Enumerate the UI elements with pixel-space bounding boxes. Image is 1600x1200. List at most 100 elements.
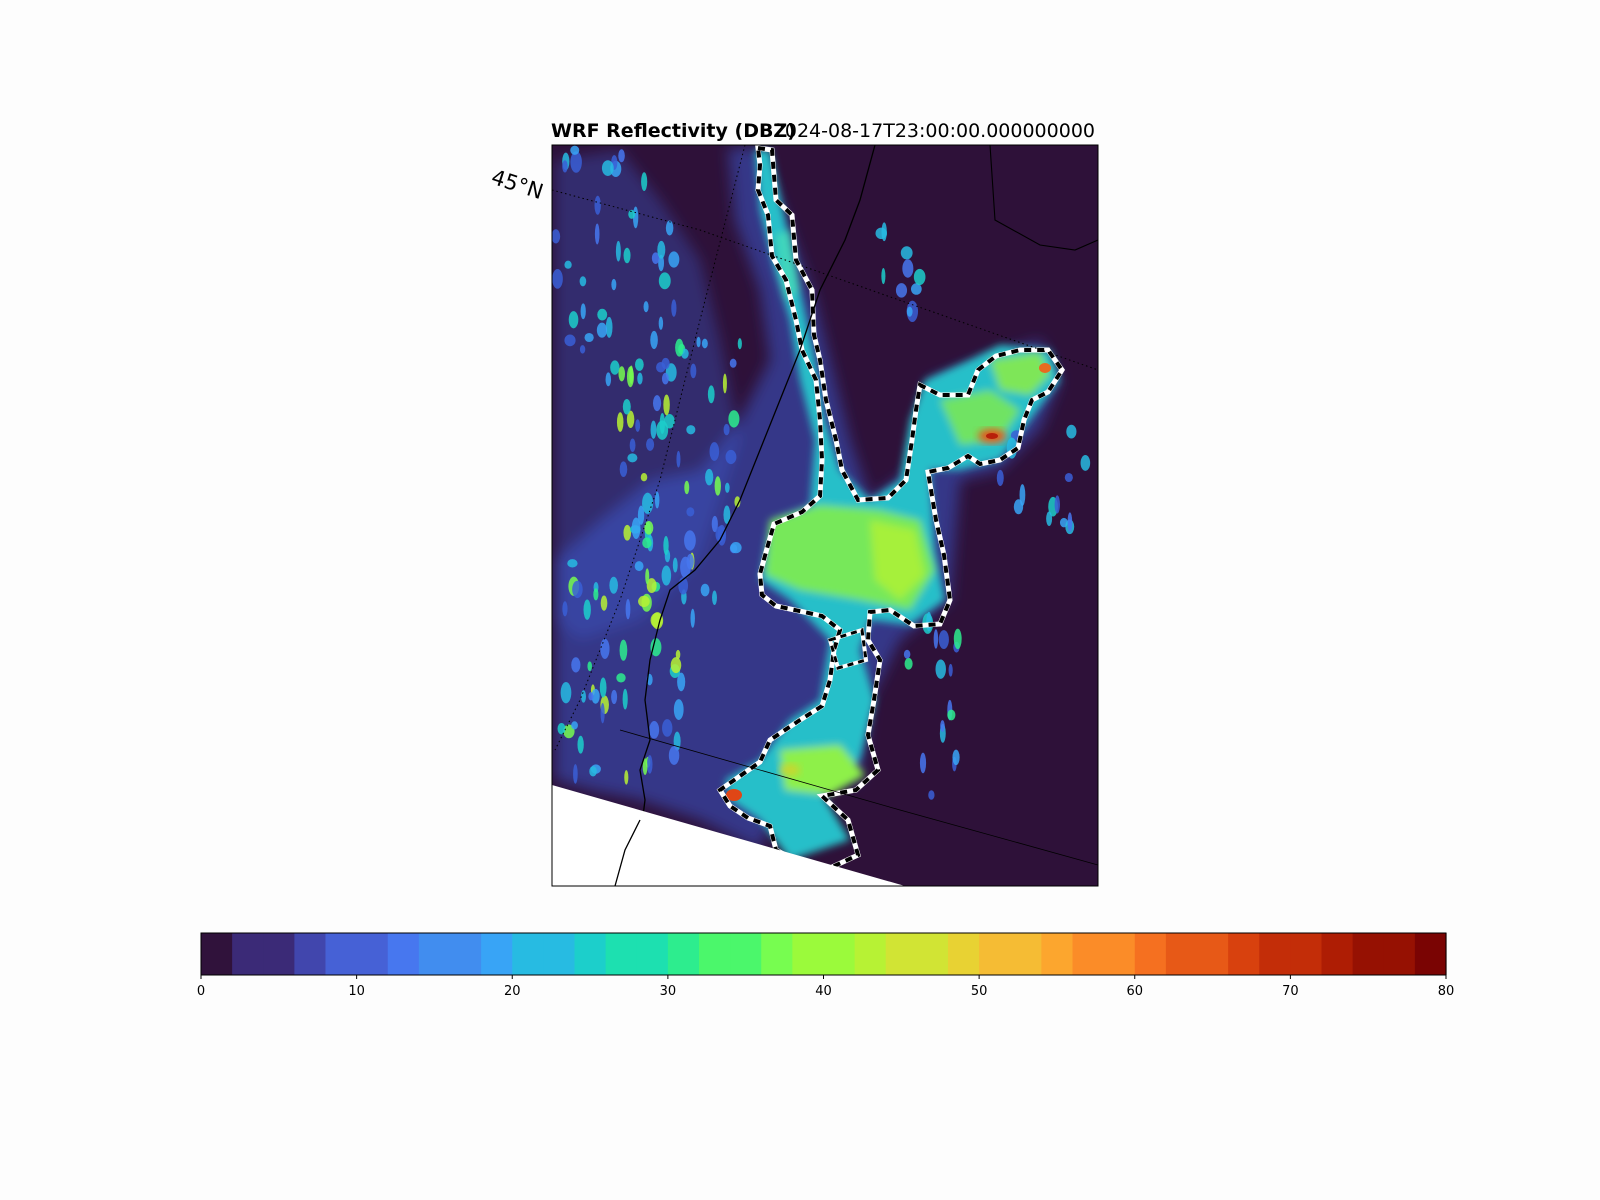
colorbar-swatch bbox=[1072, 933, 1105, 975]
reflectivity-cell bbox=[723, 505, 731, 524]
reflectivity-cell bbox=[646, 438, 655, 451]
colorbar-swatch bbox=[1321, 933, 1354, 975]
reflectivity-cell bbox=[652, 395, 662, 412]
reflectivity-cell bbox=[711, 515, 718, 533]
reflectivity-cell bbox=[952, 749, 960, 766]
reflectivity-cell bbox=[650, 330, 658, 350]
reflectivity-cell bbox=[560, 681, 572, 704]
reflectivity-cell bbox=[552, 269, 563, 289]
reflectivity-cell bbox=[662, 719, 673, 737]
reflectivity-cell bbox=[881, 267, 886, 285]
colorbar-swatch bbox=[418, 933, 451, 975]
reflectivity-cell bbox=[600, 638, 610, 659]
reflectivity-cell bbox=[677, 672, 686, 692]
reflectivity-cell bbox=[635, 419, 641, 432]
reflectivity-cell bbox=[579, 345, 586, 354]
reflectivity-cell bbox=[675, 649, 681, 660]
reflectivity-cell bbox=[596, 322, 608, 338]
colorbar-swatch bbox=[1414, 933, 1447, 975]
reflectivity-cell bbox=[723, 423, 730, 436]
reflectivity-cell bbox=[1080, 455, 1091, 471]
reflectivity-cell bbox=[734, 496, 741, 508]
reflectivity-cell bbox=[705, 468, 714, 486]
reflectivity-cell bbox=[903, 649, 911, 659]
reflectivity-cell bbox=[673, 699, 684, 720]
reflectivity-cell bbox=[625, 599, 631, 620]
reflectivity-cell bbox=[570, 145, 580, 155]
reflectivity-cell bbox=[650, 638, 662, 657]
reflectivity-cell bbox=[690, 363, 697, 379]
colorbar-swatch bbox=[1383, 933, 1416, 975]
colorbar-swatch bbox=[1041, 933, 1074, 975]
reflectivity-cell bbox=[933, 629, 939, 649]
reflectivity-cell bbox=[650, 612, 663, 628]
reflectivity-cell bbox=[928, 790, 935, 800]
reflectivity-cell bbox=[881, 222, 887, 242]
reflectivity-cell bbox=[690, 608, 695, 628]
reflectivity-cell bbox=[615, 240, 621, 262]
reflectivity-cell bbox=[671, 299, 677, 317]
latitude-label-45n: 45°N bbox=[488, 165, 546, 204]
colorbar-swatch bbox=[979, 933, 1011, 975]
colorbar-swatch bbox=[1010, 933, 1042, 975]
map-frame bbox=[551, 144, 1099, 887]
reflectivity-cell bbox=[684, 530, 696, 551]
reflectivity-cell bbox=[947, 709, 956, 721]
reflectivity-cell bbox=[637, 505, 645, 525]
reflectivity-cell bbox=[627, 453, 638, 463]
reflectivity-cell bbox=[634, 561, 644, 572]
reflectivity-cell bbox=[665, 220, 674, 236]
colorbar-tick-label: 60 bbox=[1126, 984, 1143, 999]
reflectivity-cell bbox=[664, 414, 675, 429]
colorbar: 0 10 20 30 40 50 60 70 80 bbox=[197, 932, 1454, 999]
colorbar-swatch bbox=[294, 933, 327, 975]
colorbar-swatch bbox=[387, 933, 420, 975]
reflectivity-cell bbox=[573, 764, 578, 784]
reflectivity-cell bbox=[729, 358, 737, 368]
reflectivity-cell bbox=[557, 723, 566, 735]
colorbar-swatch bbox=[543, 933, 576, 975]
reflectivity-cell bbox=[684, 480, 690, 495]
reflectivity-cell bbox=[651, 252, 660, 265]
reflectivity-cell bbox=[714, 476, 721, 496]
colorbar-swatch bbox=[450, 933, 482, 975]
colorbar-swatch bbox=[512, 933, 544, 975]
reflectivity-cell bbox=[609, 576, 618, 594]
reflectivity-cell bbox=[635, 358, 644, 371]
reflectivity-cell bbox=[629, 438, 636, 453]
reflectivity-cell bbox=[637, 372, 643, 385]
reflectivity-cell bbox=[587, 661, 592, 672]
reflectivity-cell bbox=[649, 721, 660, 739]
reflectivity-cell bbox=[577, 735, 584, 754]
reflectivity-cell bbox=[605, 372, 612, 387]
reflectivity-cell bbox=[611, 278, 617, 291]
reflectivity-cell bbox=[658, 316, 664, 330]
colorbar-swatch bbox=[761, 933, 793, 975]
reflectivity-cell bbox=[1067, 512, 1073, 532]
reflectivity-cell bbox=[670, 657, 682, 674]
reflectivity-cell bbox=[562, 601, 568, 617]
colorbar-swatch bbox=[667, 933, 700, 975]
colorbar-swatch bbox=[1165, 933, 1198, 975]
reflectivity-cell bbox=[913, 268, 926, 286]
colorbar-swatch bbox=[699, 933, 731, 975]
reflectivity-cell bbox=[583, 599, 591, 620]
reflectivity-cell bbox=[619, 639, 628, 661]
reflectivity-cell bbox=[715, 526, 725, 543]
colorbar-swatch bbox=[1290, 933, 1323, 975]
map-boundaries bbox=[552, 145, 1098, 886]
reflectivity-cell bbox=[906, 306, 913, 317]
reflectivity-cell bbox=[661, 565, 672, 586]
reflectivity-cell bbox=[594, 223, 600, 245]
colorbar-swatch bbox=[232, 933, 264, 975]
reflectivity-cell bbox=[638, 595, 650, 608]
reflectivity-cell bbox=[642, 492, 654, 514]
reflectivity-cell bbox=[668, 746, 680, 765]
reflectivity-cell bbox=[900, 246, 913, 260]
reflectivity-cell bbox=[644, 521, 654, 535]
reflectivity-cell bbox=[570, 151, 582, 173]
colorbar-swatch bbox=[263, 933, 295, 975]
reflectivity-cell bbox=[642, 758, 648, 776]
reflectivity-cell bbox=[910, 283, 922, 295]
